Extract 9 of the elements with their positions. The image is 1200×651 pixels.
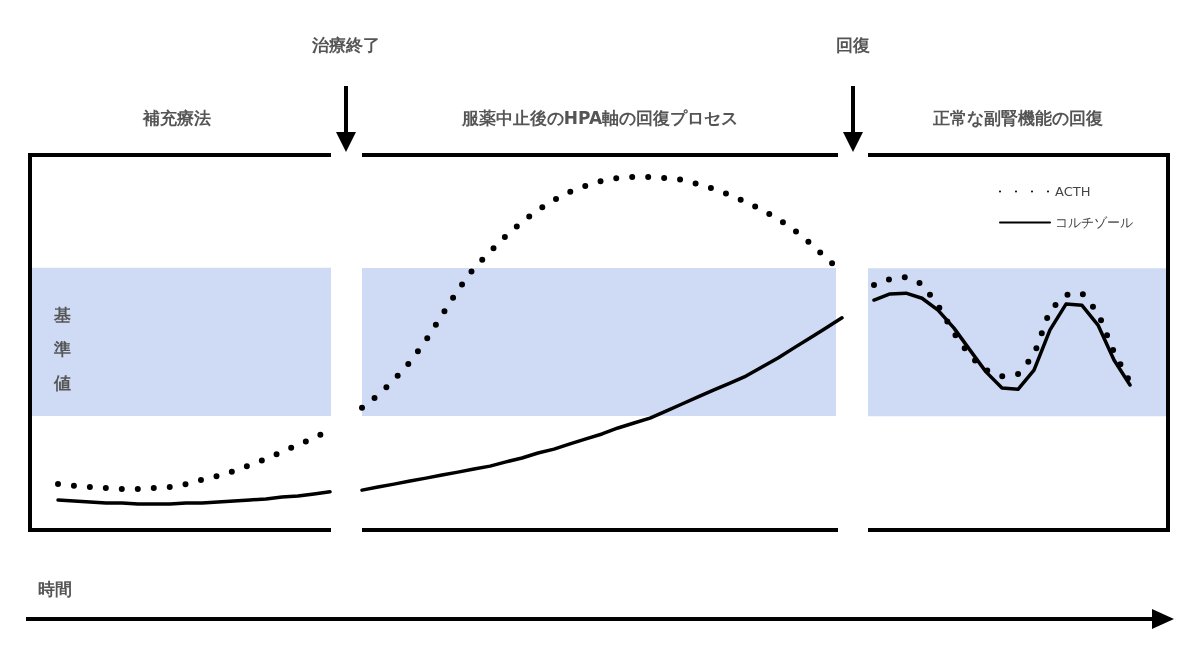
text: 治療終了	[312, 34, 380, 57]
text: 回復	[836, 34, 870, 57]
legend-label: コルチゾール	[1055, 215, 1133, 230]
chart-title: 正常な副腎機能の回復	[933, 107, 1103, 130]
chart-title: 補充療法	[143, 107, 211, 130]
x-axis-title: 時間	[38, 578, 72, 601]
legend-label: ACTH	[1055, 184, 1091, 199]
chart-title: 服薬中止後のHPA軸の回復プロセス	[461, 107, 739, 130]
band-label: 基準値	[52, 303, 72, 395]
